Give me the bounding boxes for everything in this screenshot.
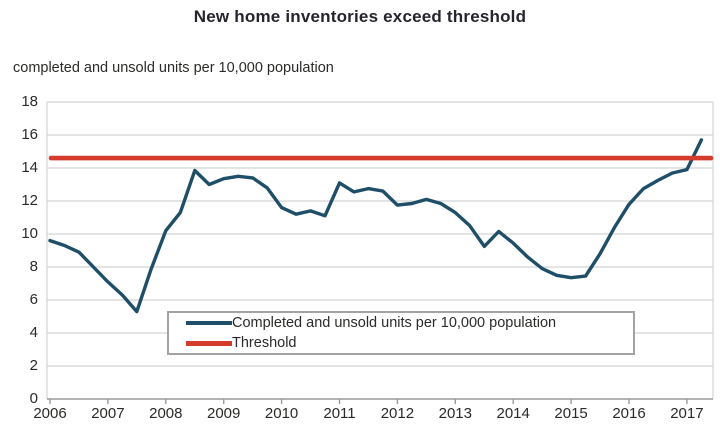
x-tick-label: 2015 [554, 405, 588, 422]
y-tick-label: 14 [21, 159, 38, 176]
y-tick-label: 4 [29, 324, 38, 341]
y-tick-label: 8 [29, 258, 38, 275]
y-tick-label: 12 [21, 192, 38, 209]
x-tick-label: 2017 [670, 405, 704, 422]
y-tick-label: 0 [29, 390, 38, 407]
y-tick-label: 18 [21, 93, 38, 110]
y-tick-label: 10 [21, 225, 38, 242]
inventory-series-line [48, 138, 704, 314]
x-tick-label: 2013 [438, 405, 472, 422]
legend-entry-threshold: Threshold [169, 333, 633, 353]
legend-label-threshold: Threshold [232, 335, 297, 351]
y-tick-label: 6 [29, 291, 38, 308]
x-tick-label: 2012 [380, 405, 415, 422]
series-line-swatch-icon [186, 321, 232, 325]
y-tick-label: 2 [29, 357, 38, 374]
y-tick-label: 16 [21, 126, 38, 143]
legend-entry-inventory: Completed and unsold units per 10,000 po… [169, 313, 633, 333]
x-tick-label: 2007 [91, 405, 125, 422]
chart-subtitle: completed and unsold units per 10,000 po… [13, 60, 334, 76]
chart-title: New home inventories exceed threshold [193, 7, 527, 26]
x-tick-label: 2009 [207, 405, 241, 422]
legend-label-inventory: Completed and unsold units per 10,000 po… [232, 315, 557, 331]
x-tick-label: 2011 [323, 405, 356, 422]
x-tick-label: 2014 [496, 405, 530, 422]
threshold-line-swatch-icon [186, 340, 232, 346]
x-axis [47, 398, 713, 404]
x-tick-label: 2006 [33, 405, 67, 422]
x-tick-label: 2008 [149, 405, 183, 422]
x-tick-label: 2010 [264, 405, 299, 422]
legend-box: Completed and unsold units per 10,000 po… [167, 311, 635, 355]
x-tick-label: 2016 [612, 405, 646, 422]
